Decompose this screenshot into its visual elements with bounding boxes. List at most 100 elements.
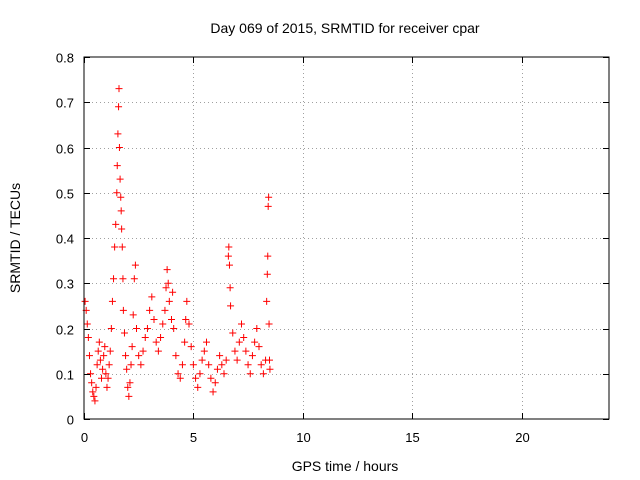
data-point (233, 356, 241, 364)
data-point (164, 279, 172, 287)
data-point (122, 352, 130, 360)
data-point (157, 334, 165, 342)
data-point (137, 361, 145, 369)
data-point (131, 261, 139, 269)
data-point (90, 392, 98, 400)
data-point (127, 361, 135, 369)
y-axis-label: SRMTID / TECUs (7, 183, 23, 293)
data-point (169, 288, 177, 296)
data-point (198, 356, 206, 364)
data-point (265, 320, 273, 328)
data-point (116, 175, 124, 183)
data-point (106, 347, 114, 355)
data-point (120, 329, 128, 337)
data-point (108, 297, 116, 305)
data-point (266, 356, 273, 364)
data-point (119, 306, 127, 314)
data-point (222, 356, 230, 364)
data-point (81, 297, 89, 305)
y-tick-label: 0.2 (56, 323, 74, 338)
data-point (113, 162, 121, 170)
x-tick-label: 10 (296, 430, 310, 445)
data-point (207, 374, 215, 382)
data-point (110, 275, 118, 283)
data-point (211, 379, 219, 387)
data-point (187, 343, 195, 351)
data-point (119, 275, 127, 283)
data-point (128, 343, 136, 351)
data-point (246, 370, 254, 378)
data-point (185, 320, 193, 328)
data-point (209, 388, 217, 396)
x-tick-label: 0 (81, 430, 88, 445)
data-point (168, 315, 175, 323)
data-point (240, 334, 248, 342)
data-point (115, 85, 123, 93)
data-point (114, 130, 122, 138)
data-point (141, 334, 149, 342)
data-point (244, 361, 252, 369)
data-point (139, 347, 147, 355)
y-tick-label: 0 (67, 413, 74, 428)
data-point (263, 270, 271, 278)
data-point (115, 103, 123, 111)
axis-ticks (84, 57, 609, 420)
data-point (124, 383, 132, 391)
data-point (251, 338, 259, 346)
data-point (170, 325, 178, 332)
data-point (255, 343, 263, 351)
data-point (103, 383, 111, 391)
data-point (226, 284, 234, 292)
data-point (216, 352, 224, 360)
data-point (102, 370, 110, 378)
data-point (259, 370, 267, 378)
data-point (88, 379, 96, 387)
y-tick-label: 0.8 (56, 51, 74, 66)
data-point (84, 334, 92, 342)
data-point (87, 370, 95, 378)
data-point (257, 361, 265, 369)
data-point (100, 352, 108, 360)
data-point (146, 306, 154, 314)
data-point (152, 338, 160, 346)
data-point (161, 306, 169, 314)
data-point (242, 347, 250, 355)
plot-frame (83, 56, 610, 420)
data-point (118, 225, 126, 233)
data-point (264, 252, 272, 260)
x-tick-label: 5 (190, 430, 197, 445)
data-points (81, 85, 274, 405)
data-point (117, 193, 125, 201)
data-point (162, 284, 170, 292)
data-point (253, 325, 261, 332)
data-point (218, 361, 226, 369)
data-point (130, 275, 138, 283)
data-point (95, 338, 103, 346)
x-tick-label: 15 (405, 430, 419, 445)
data-point (213, 365, 221, 373)
chart-title: Day 069 of 2015, SRMTID for receiver cpa… (210, 20, 480, 36)
data-point (125, 392, 133, 400)
y-tick-label: 0.7 (56, 96, 74, 111)
data-point (98, 374, 105, 382)
data-point (118, 243, 126, 251)
y-tick-label: 0.1 (56, 368, 74, 383)
data-point (229, 329, 237, 337)
data-point (89, 388, 97, 396)
data-point (123, 365, 131, 373)
data-point (225, 261, 233, 269)
data-point (165, 297, 173, 305)
data-point (111, 243, 119, 251)
data-point (196, 370, 204, 378)
data-point (117, 207, 125, 215)
x-axis-label: GPS time / hours (292, 458, 399, 474)
y-tick-label: 0.3 (56, 277, 74, 292)
data-point (182, 315, 190, 323)
data-point (159, 320, 167, 328)
data-point (104, 374, 112, 382)
data-point (112, 220, 120, 228)
data-point (174, 370, 182, 378)
data-point (205, 361, 213, 369)
y-tick-label: 0.5 (56, 187, 74, 202)
data-point (220, 370, 228, 378)
